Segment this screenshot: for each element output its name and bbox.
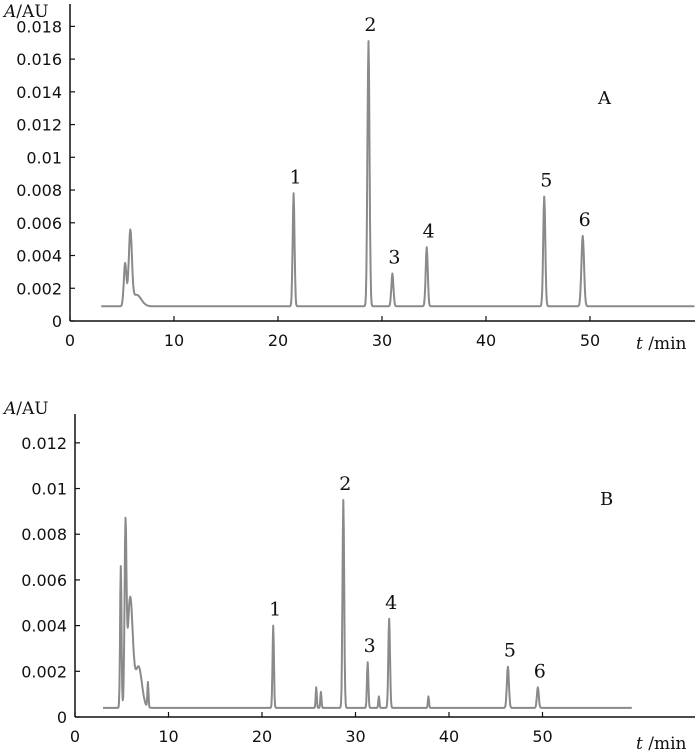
y-tick-label: 0.006: [21, 571, 67, 590]
x-axis-label: t /min: [636, 734, 687, 754]
x-tick-label: 0: [70, 727, 80, 746]
peak-label: 4: [423, 220, 435, 242]
x-tick-label: 40: [439, 727, 459, 746]
x-tick-label: 30: [345, 727, 365, 746]
peak-label: 5: [504, 640, 516, 662]
y-tick-label: 0.014: [16, 83, 62, 102]
x-tick-label: 50: [532, 727, 552, 746]
y-tick-label: 0.01: [26, 148, 62, 167]
peak-label: 4: [385, 592, 397, 614]
y-tick-label: 0.004: [21, 617, 67, 636]
panel-label: A: [597, 88, 612, 109]
peak-label: 6: [579, 209, 591, 231]
x-tick-label: 50: [580, 331, 600, 350]
y-tick-label: 0.008: [16, 181, 62, 200]
y-tick-label: 0: [57, 708, 67, 727]
x-axis-label: t /min: [636, 334, 687, 354]
y-axis-label: A/AU: [2, 2, 49, 22]
peak-label: 2: [364, 14, 376, 36]
chromatogram-panel-a: 0 0.002 0.004 0.006 0.008 0.01 0.012 0.014 0.016…: [2, 2, 695, 354]
chromatogram-trace: [102, 499, 633, 709]
peak-label: 2: [339, 473, 351, 495]
peak-label: 1: [290, 166, 302, 188]
peak-label: 1: [269, 599, 281, 621]
y-axis-label: A/AU: [2, 399, 49, 419]
x-tick-label: 10: [164, 331, 184, 350]
y-tick-label: 0: [52, 312, 62, 331]
y-tick-label: 0.016: [16, 50, 62, 69]
x-tick-label: 40: [476, 331, 496, 350]
peak-label: 3: [388, 247, 400, 269]
y-tick-label: 0.012: [21, 434, 67, 453]
panel-label: B: [600, 489, 613, 510]
x-tick-label: 0: [65, 331, 75, 350]
y-tick-label: 0.012: [16, 116, 62, 135]
peak-label: 5: [540, 170, 552, 192]
y-tick-label: 0.002: [16, 279, 62, 298]
chromatogram-panel-b: 0 0.002 0.004 0.006 0.008 0.01 0.012 0 10 20 30 40 5…: [2, 399, 695, 754]
x-tick-label: 20: [268, 331, 288, 350]
x-tick-label: 10: [158, 727, 178, 746]
chromatogram-trace: [100, 40, 695, 308]
y-tick-label: 0.006: [16, 214, 62, 233]
y-tick-label: 0.008: [21, 525, 67, 544]
y-tick-label: 0.018: [16, 17, 62, 36]
x-tick-label: 30: [372, 331, 392, 350]
x-tick-label: 20: [252, 727, 272, 746]
peak-label: 3: [364, 635, 376, 657]
y-tick-label: 0.004: [16, 247, 62, 266]
y-tick-label: 0.01: [31, 480, 67, 499]
peak-label: 6: [534, 660, 546, 682]
y-tick-label: 0.002: [21, 662, 67, 681]
